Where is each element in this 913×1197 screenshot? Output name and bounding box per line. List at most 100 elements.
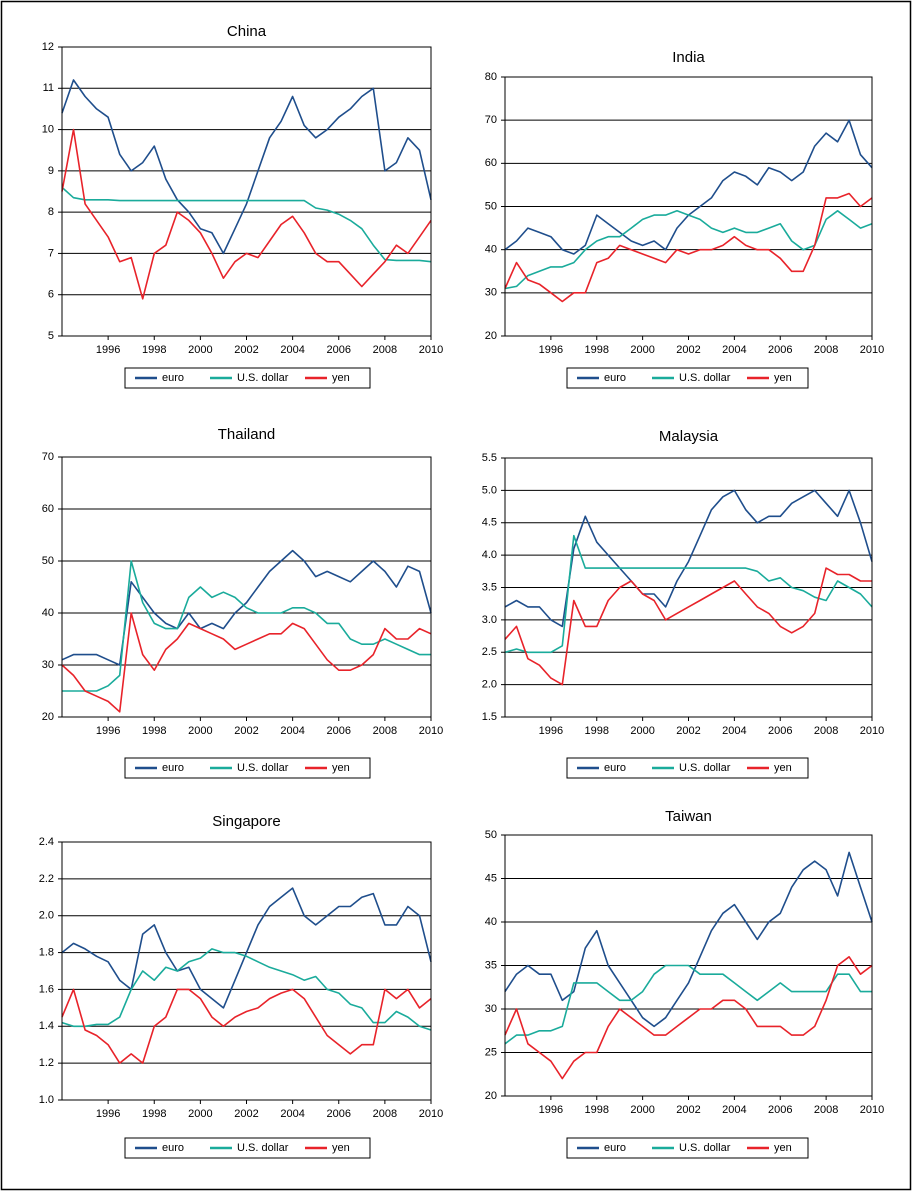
legend-box xyxy=(124,757,371,779)
x-tick-label: 1998 xyxy=(585,344,609,356)
legend-label: U.S. dollar xyxy=(679,1142,731,1154)
chart-title: Singapore xyxy=(212,813,280,830)
y-tick-label: 6 xyxy=(48,289,54,301)
chart-title: Malaysia xyxy=(659,428,719,445)
plot-frame xyxy=(504,457,873,718)
y-tick-label: 5 xyxy=(48,330,54,342)
y-tick-label: 60 xyxy=(42,503,54,515)
series-line xyxy=(504,851,873,1028)
x-tick-label: 1998 xyxy=(142,344,166,356)
x-tick-label: 2002 xyxy=(676,725,700,737)
y-tick-label: 2.4 xyxy=(39,836,54,848)
x-tick-label: 2008 xyxy=(373,725,397,737)
x-tick-label: 2008 xyxy=(814,344,838,356)
x-tick-label: 1996 xyxy=(96,344,120,356)
legend-label: yen xyxy=(774,1142,792,1154)
y-tick-label: 40 xyxy=(485,244,497,256)
x-tick-label: 2002 xyxy=(234,344,258,356)
plot-frame xyxy=(61,456,432,718)
x-tick-label: 2010 xyxy=(860,1104,884,1116)
x-tick-label: 2000 xyxy=(188,725,212,737)
y-tick-label: 40 xyxy=(485,916,497,928)
y-tick-label: 1.8 xyxy=(39,946,54,958)
series-line xyxy=(61,186,432,263)
x-tick-label: 2006 xyxy=(768,725,792,737)
y-tick-label: 30 xyxy=(485,287,497,299)
x-tick-label: 2008 xyxy=(814,725,838,737)
series-line xyxy=(504,210,873,290)
x-tick-label: 1996 xyxy=(539,344,563,356)
y-tick-label: 10 xyxy=(42,123,54,135)
plot-frame xyxy=(504,76,873,337)
x-tick-label: 2002 xyxy=(676,344,700,356)
x-tick-label: 2004 xyxy=(722,344,746,356)
chart-title: India xyxy=(672,49,705,66)
x-tick-label: 2004 xyxy=(280,1108,304,1120)
legend-label: yen xyxy=(774,372,792,384)
y-tick-label: 2.2 xyxy=(39,873,54,885)
legend-label: euro xyxy=(604,372,626,384)
x-tick-label: 2006 xyxy=(768,344,792,356)
y-tick-label: 7 xyxy=(48,247,54,259)
legend-label: euro xyxy=(604,1142,626,1154)
x-tick-label: 2010 xyxy=(419,725,443,737)
y-tick-label: 25 xyxy=(485,1046,497,1058)
x-tick-label: 2002 xyxy=(234,1108,258,1120)
y-tick-label: 60 xyxy=(485,157,497,169)
y-tick-label: 1.5 xyxy=(482,711,497,723)
legend-label: euro xyxy=(162,372,184,384)
y-tick-label: 3.0 xyxy=(482,614,497,626)
series-line xyxy=(61,887,432,1009)
chart-title: Thailand xyxy=(218,426,276,443)
y-tick-label: 2.0 xyxy=(482,679,497,691)
y-tick-label: 80 xyxy=(485,71,497,83)
y-tick-label: 8 xyxy=(48,206,54,218)
x-tick-label: 2000 xyxy=(188,344,212,356)
x-tick-label: 2006 xyxy=(327,344,351,356)
chart-title: Taiwan xyxy=(665,808,712,825)
y-tick-label: 20 xyxy=(485,330,497,342)
legend-label: yen xyxy=(332,1142,350,1154)
x-tick-label: 2006 xyxy=(768,1104,792,1116)
x-tick-label: 2004 xyxy=(722,1104,746,1116)
y-tick-label: 5.5 xyxy=(482,452,497,464)
y-tick-label: 5.0 xyxy=(482,484,497,496)
y-tick-label: 3.5 xyxy=(482,581,497,593)
x-tick-label: 2010 xyxy=(419,1108,443,1120)
series-line xyxy=(61,612,432,713)
legend-label: U.S. dollar xyxy=(237,762,289,774)
x-tick-label: 2010 xyxy=(860,344,884,356)
series-line xyxy=(504,964,872,1045)
x-tick-label: 2000 xyxy=(630,344,654,356)
chart-title: China xyxy=(227,23,267,40)
series-line xyxy=(62,560,431,692)
y-tick-label: 4.5 xyxy=(482,517,497,529)
y-tick-label: 12 xyxy=(42,41,54,53)
x-tick-label: 2006 xyxy=(327,725,351,737)
y-tick-label: 40 xyxy=(42,607,54,619)
x-tick-label: 2004 xyxy=(280,344,304,356)
legend-label: U.S. dollar xyxy=(679,372,731,384)
legend-box xyxy=(566,367,809,389)
x-tick-label: 1998 xyxy=(585,1104,609,1116)
x-tick-label: 2010 xyxy=(419,344,443,356)
y-tick-label: 20 xyxy=(485,1090,497,1102)
plot-frame xyxy=(61,46,432,337)
x-tick-label: 1998 xyxy=(142,725,166,737)
legend-box xyxy=(566,1137,809,1159)
y-tick-label: 50 xyxy=(42,555,54,567)
legend-box xyxy=(124,367,371,389)
x-tick-label: 2002 xyxy=(676,1104,700,1116)
y-tick-label: 30 xyxy=(42,659,54,671)
legend-label: yen xyxy=(332,372,350,384)
legend-label: yen xyxy=(332,762,350,774)
y-tick-label: 70 xyxy=(485,114,497,126)
y-tick-label: 50 xyxy=(485,829,497,841)
legend-box xyxy=(566,757,809,779)
y-tick-label: 45 xyxy=(485,872,497,884)
x-tick-label: 1996 xyxy=(96,1108,120,1120)
legend-label: U.S. dollar xyxy=(237,372,289,384)
series-line xyxy=(504,489,873,628)
